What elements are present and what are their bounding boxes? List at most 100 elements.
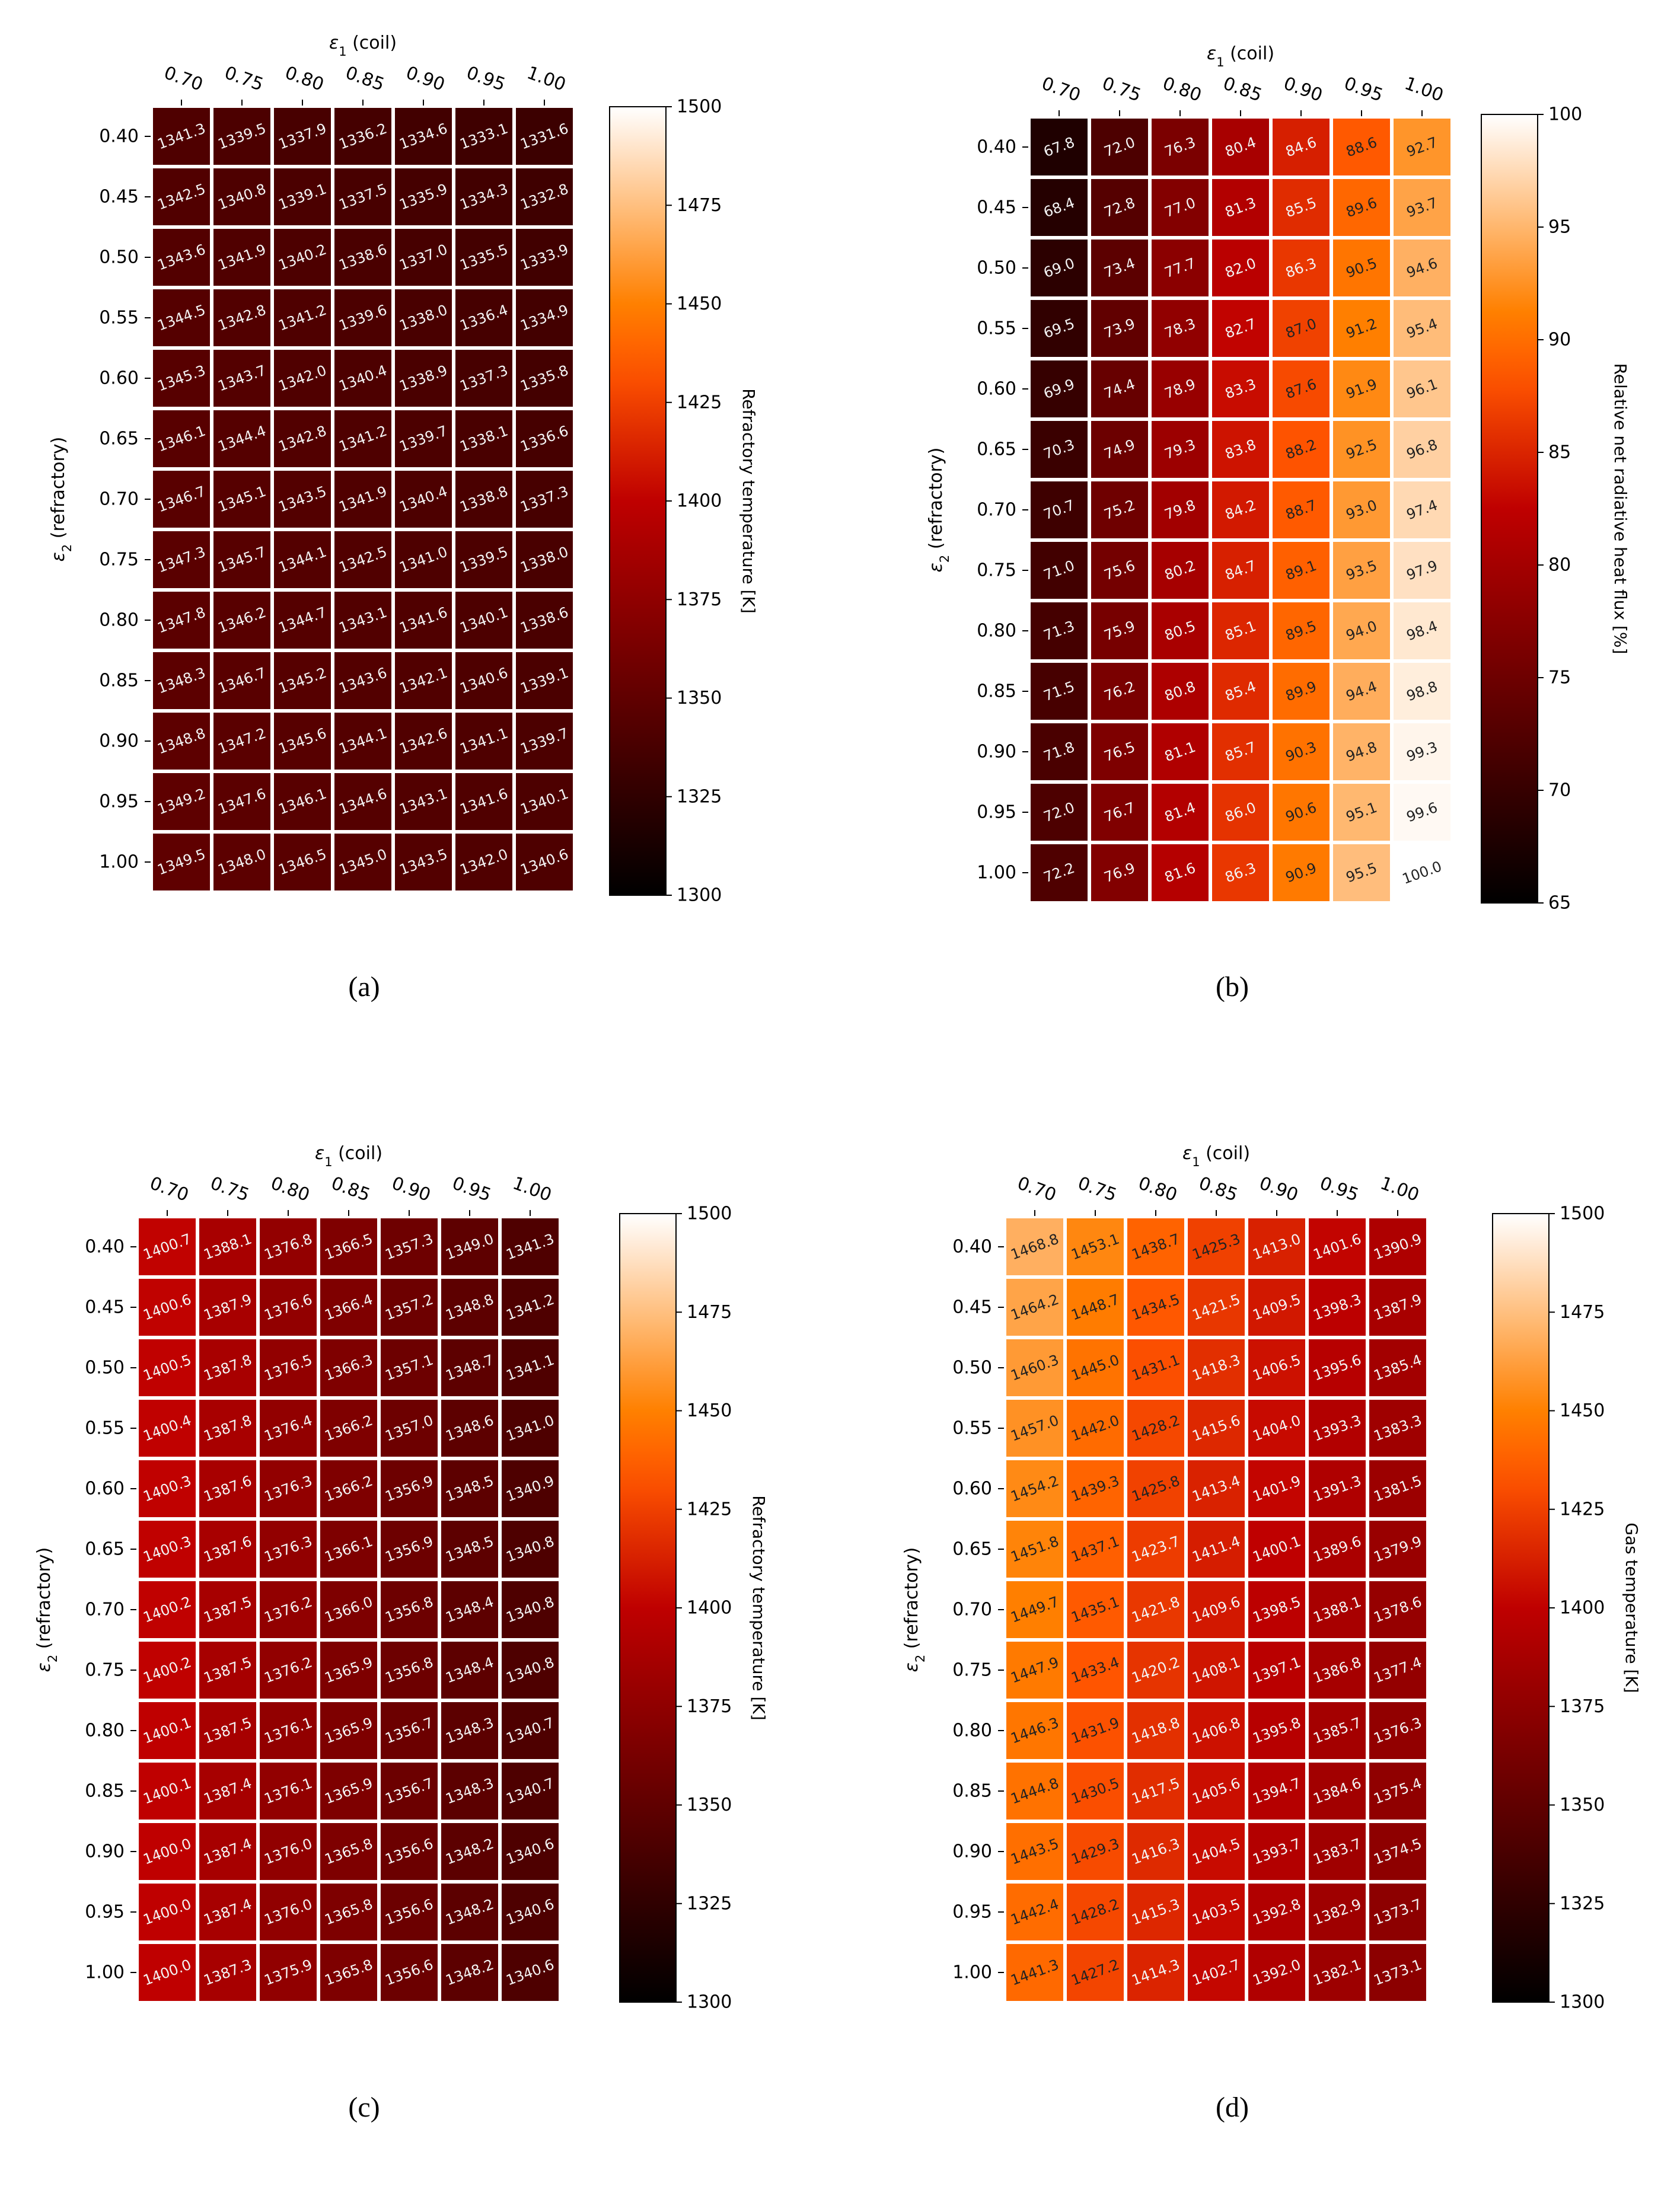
colorbar-tick-label: 1400 [1560,1598,1605,1619]
heatmap-cell [1031,240,1088,296]
heatmap-cell [1369,1460,1426,1517]
heatmap-cell [1333,421,1390,478]
heatmap-cell [1091,240,1148,296]
y-tick-label: 0.60 [952,1479,992,1499]
y-tick-label: 0.40 [85,1237,125,1257]
x-axis-label-c-rest: (coil) [333,1143,382,1164]
heatmap-cell [1127,1944,1184,2001]
colorbar-tick-label: 70 [1548,780,1571,801]
heatmap-cell [1031,360,1088,417]
colorbar-tick-label: 85 [1548,442,1571,463]
heatmap-cell [516,713,573,770]
heatmap-cell [1273,421,1330,478]
heatmap-cell [441,1279,498,1336]
heatmap-cell [381,1279,438,1336]
heatmap-cell [1273,179,1330,236]
heatmap-cell [260,1521,317,1578]
heatmap-cell [334,108,391,165]
heatmap-cell [381,1884,438,1940]
colorbar-tick-label: 75 [1548,668,1571,688]
heatmap-cell [1369,1521,1426,1578]
x-axis-label-d: ε1 (coil) [1182,1143,1250,1169]
y-tick-label: 0.70 [85,1600,125,1620]
heatmap-cell [1309,1400,1366,1457]
panel-caption-a: (a) [348,971,380,1003]
heatmap-cell [199,1521,256,1578]
y-tick-label: 0.95 [977,802,1016,823]
heatmap-cell [1152,179,1209,236]
heatmap-cell [1091,360,1148,417]
heatmap-cell [1212,663,1269,720]
colorbar-tick-label: 1450 [677,293,722,314]
heatmap-cell [1031,300,1088,357]
heatmap-cell [213,652,270,709]
heatmap-cell [1091,663,1148,720]
heatmap-cell [1369,1884,1426,1940]
heatmap-cell [1212,300,1269,357]
colorbar-tick-label: 90 [1548,330,1571,350]
y-axis-label-b-symbol: ε [926,563,946,572]
heatmap-cell [260,1642,317,1699]
heatmap-cell [1006,1884,1063,1940]
heatmap-cell [1394,119,1450,175]
heatmap-cell [199,1884,256,1940]
heatmap-cell [502,1400,559,1457]
heatmap-cell [274,108,331,165]
y-tick-label: 0.45 [977,197,1016,218]
heatmap-cell [1006,1702,1063,1759]
y-axis-label-d-rest: (refractory) [901,1547,922,1655]
heatmap-cell [213,592,270,649]
colorbar-tick-label: 1375 [677,589,722,610]
heatmap-cell [334,350,391,407]
heatmap-cell [1152,723,1209,780]
heatmap-cell [1031,481,1088,538]
heatmap-cell [381,1339,438,1396]
heatmap-cell [199,1702,256,1759]
heatmap-cell [1152,844,1209,901]
y-tick-label: 0.60 [977,379,1016,400]
y-tick-label: 0.95 [99,791,139,812]
heatmap-cell [320,1823,377,1880]
heatmap-cell [1188,1400,1245,1457]
heatmap-cell [139,1218,196,1275]
heatmap-cell [1333,784,1390,841]
heatmap-cell [139,1642,196,1699]
heatmap-cell [1248,1521,1305,1578]
heatmap-cell [1006,1763,1063,1820]
y-axis-label-c-rest: (refractory) [34,1547,55,1655]
y-tick-label: 0.90 [977,742,1016,762]
heatmap-cell [455,168,512,225]
heatmap-cell [274,350,331,407]
colorbar-tick-label: 1425 [677,392,722,413]
heatmap-cell [502,1944,559,2001]
heatmap-cell [502,1642,559,1699]
heatmap-cell [395,410,452,467]
colorbar-label-c: Refractory temperature [K] [749,1495,769,1721]
heatmap-cell [199,1400,256,1457]
heatmap-cell [1309,1944,1366,2001]
heatmap-cell [502,1884,559,1940]
colorbar-tick-label: 1500 [687,1204,732,1224]
y-tick-label: 0.85 [977,681,1016,702]
heatmap-cell [1152,481,1209,538]
heatmap-cell [1188,1763,1245,1820]
heatmap-cell [153,592,210,649]
heatmap-cell [1127,1400,1184,1457]
heatmap-cell [395,229,452,286]
heatmap-cell [1067,1823,1124,1880]
heatmap-cell [381,1642,438,1699]
heatmap-cell [334,834,391,890]
heatmap-cell [1309,1823,1366,1880]
heatmap-cell [153,471,210,528]
heatmap-cell [502,1279,559,1336]
y-tick-label: 0.85 [85,1781,125,1802]
heatmap-cell [1369,1279,1426,1336]
heatmap-cell [516,531,573,588]
heatmap-cell [516,773,573,830]
heatmap-cell [381,1763,438,1820]
y-tick-label: 0.70 [952,1600,992,1620]
heatmap-cell [1006,1339,1063,1396]
heatmap-cell [199,1460,256,1517]
heatmap-cell [1127,1823,1184,1880]
heatmap-cell [1091,300,1148,357]
